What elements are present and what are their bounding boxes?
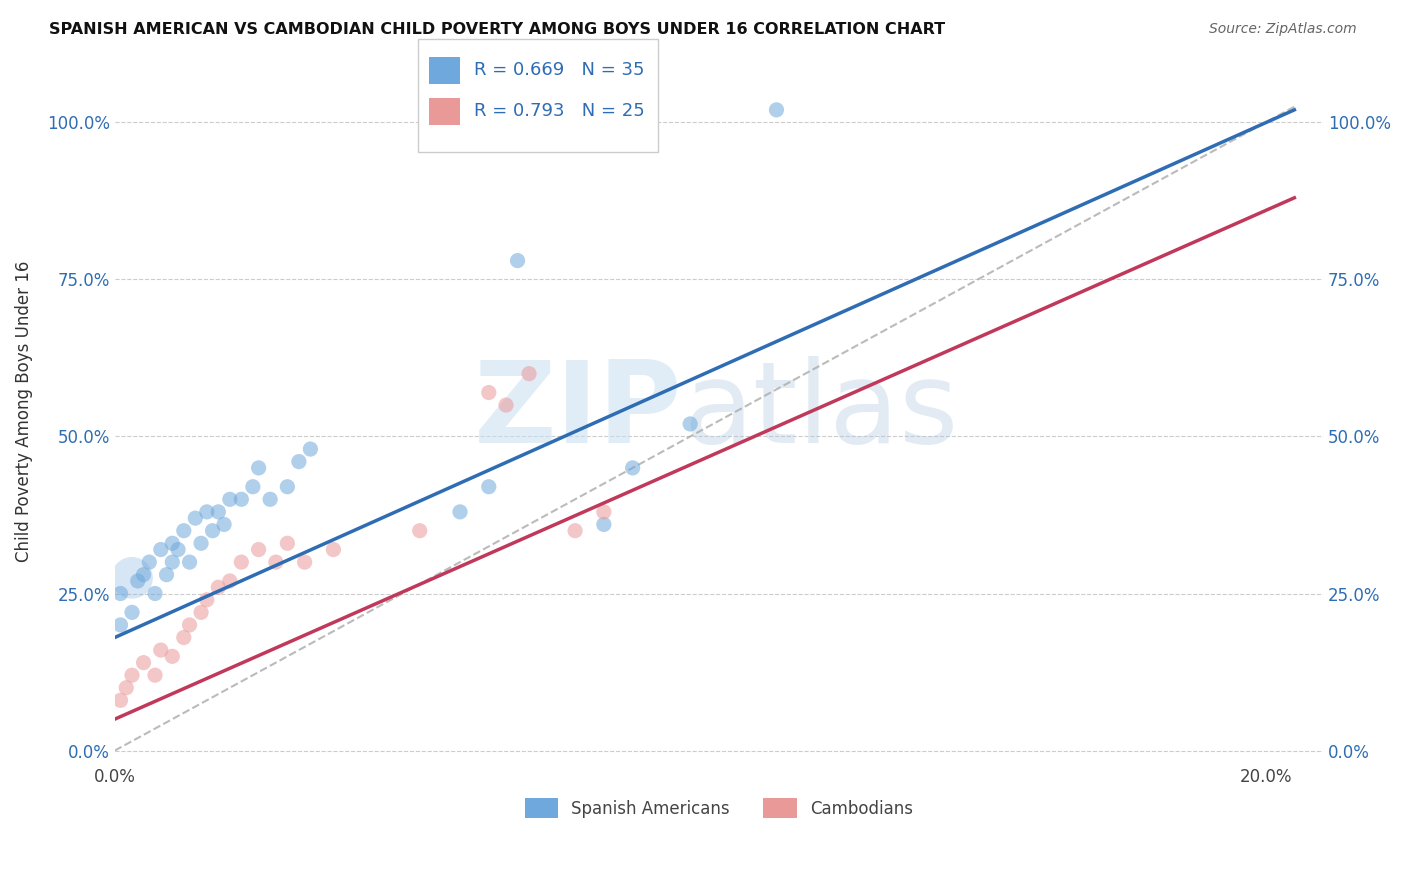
Point xyxy=(195,505,218,519)
Point xyxy=(207,505,229,519)
Point xyxy=(121,571,143,585)
Point xyxy=(132,567,155,582)
Point xyxy=(190,536,212,550)
Point xyxy=(294,555,316,569)
Point xyxy=(184,511,207,525)
Point xyxy=(143,586,166,600)
Point xyxy=(110,618,132,632)
Point xyxy=(212,517,235,532)
Point xyxy=(564,524,586,538)
Text: Source: ZipAtlas.com: Source: ZipAtlas.com xyxy=(1209,22,1357,37)
Point xyxy=(127,574,149,588)
Point xyxy=(264,555,287,569)
Point xyxy=(288,455,311,469)
Text: R = 0.669   N = 35: R = 0.669 N = 35 xyxy=(474,62,644,79)
Point xyxy=(179,618,201,632)
Point xyxy=(110,586,132,600)
Text: atlas: atlas xyxy=(683,356,957,467)
Point xyxy=(765,103,787,117)
Point xyxy=(259,492,281,507)
Point xyxy=(162,555,184,569)
Point xyxy=(179,555,201,569)
Point xyxy=(167,542,190,557)
Point xyxy=(155,567,177,582)
Point xyxy=(121,606,143,620)
Point xyxy=(138,555,160,569)
Point xyxy=(162,536,184,550)
Point xyxy=(218,492,240,507)
Text: R = 0.793   N = 25: R = 0.793 N = 25 xyxy=(474,103,644,120)
Point xyxy=(478,480,501,494)
Point xyxy=(231,492,253,507)
Point xyxy=(149,542,172,557)
Point xyxy=(495,398,517,412)
Point xyxy=(506,253,529,268)
Point xyxy=(173,524,195,538)
Point xyxy=(449,505,471,519)
Point xyxy=(517,367,540,381)
Point xyxy=(207,580,229,594)
Point xyxy=(299,442,322,456)
Point xyxy=(162,649,184,664)
Y-axis label: Child Poverty Among Boys Under 16: Child Poverty Among Boys Under 16 xyxy=(15,260,32,562)
Point xyxy=(201,524,224,538)
Legend: Spanish Americans, Cambodians: Spanish Americans, Cambodians xyxy=(519,791,920,825)
Point xyxy=(218,574,240,588)
Point xyxy=(621,461,644,475)
Text: SPANISH AMERICAN VS CAMBODIAN CHILD POVERTY AMONG BOYS UNDER 16 CORRELATION CHAR: SPANISH AMERICAN VS CAMBODIAN CHILD POVE… xyxy=(49,22,945,37)
Point xyxy=(173,631,195,645)
Text: ZIP: ZIP xyxy=(474,356,683,467)
Point xyxy=(679,417,702,431)
Point xyxy=(110,693,132,707)
Point xyxy=(195,592,218,607)
Point xyxy=(247,542,270,557)
Point xyxy=(276,480,298,494)
Point xyxy=(121,668,143,682)
Point xyxy=(247,461,270,475)
Point xyxy=(149,643,172,657)
Point xyxy=(132,656,155,670)
Point xyxy=(592,517,614,532)
Point xyxy=(242,480,264,494)
Point xyxy=(115,681,138,695)
Point xyxy=(322,542,344,557)
Point xyxy=(409,524,432,538)
Point xyxy=(143,668,166,682)
Point xyxy=(190,606,212,620)
Point xyxy=(478,385,501,400)
Point xyxy=(592,505,614,519)
Point xyxy=(231,555,253,569)
Point xyxy=(276,536,298,550)
